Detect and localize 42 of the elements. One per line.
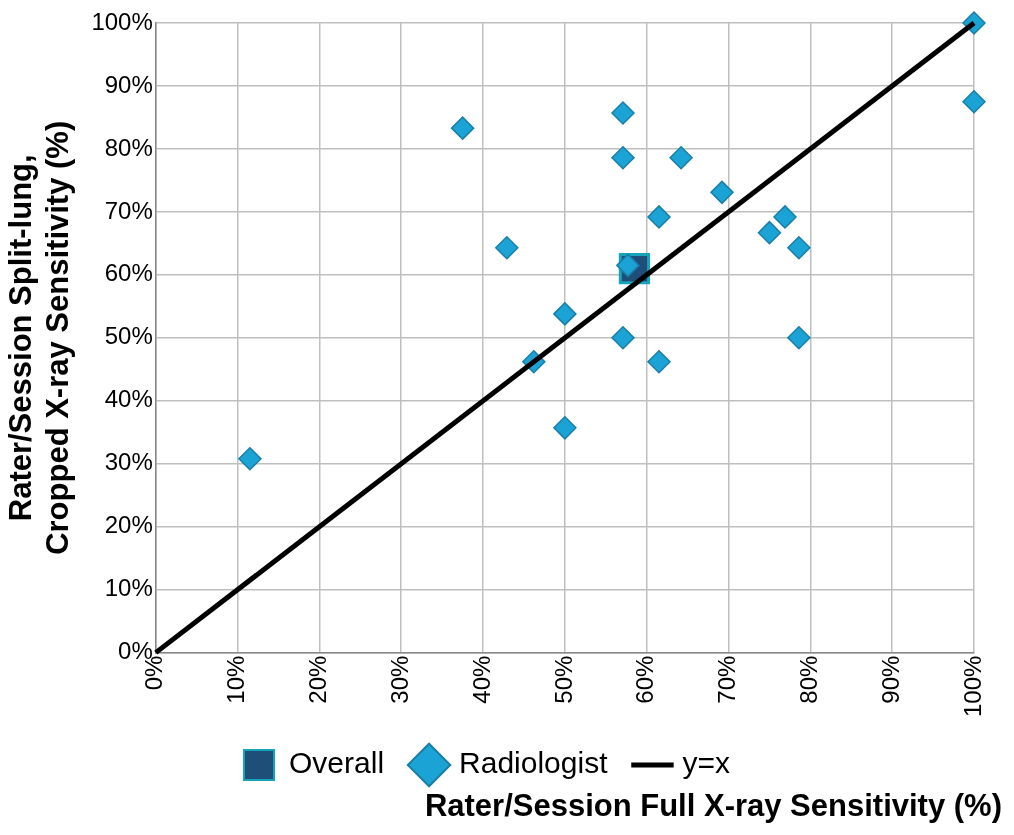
x-tick-label: 70% bbox=[713, 655, 741, 704]
y-tick-label: 20% bbox=[104, 511, 153, 539]
y-tick-label: 10% bbox=[104, 574, 153, 602]
point bbox=[757, 220, 782, 245]
x-tick-label: 90% bbox=[876, 655, 904, 704]
point bbox=[669, 145, 693, 170]
point bbox=[647, 205, 671, 229]
point bbox=[787, 326, 811, 350]
x-tick-label: 60% bbox=[631, 655, 659, 704]
point bbox=[611, 145, 635, 170]
x-tick-label: 20% bbox=[304, 655, 332, 704]
y-tick-label: 60% bbox=[104, 259, 153, 287]
point bbox=[962, 89, 986, 114]
y-tick-label: 40% bbox=[104, 385, 153, 413]
point bbox=[553, 302, 577, 326]
point bbox=[787, 236, 811, 260]
y-tick-label: 50% bbox=[104, 322, 153, 350]
point bbox=[450, 116, 475, 140]
legend-label: Overall bbox=[289, 746, 385, 780]
x-tick-label: 100% bbox=[958, 655, 986, 718]
legend-label: y=x bbox=[682, 746, 730, 780]
x-tick-label: 50% bbox=[549, 655, 577, 704]
point bbox=[611, 326, 635, 350]
x-axis-title: Rater/Session Full X-ray Sensitivity (%) bbox=[423, 788, 1003, 824]
point bbox=[238, 446, 262, 471]
y-tick-label: 30% bbox=[104, 448, 153, 476]
point bbox=[553, 416, 577, 440]
y-tick-label: 80% bbox=[104, 133, 153, 161]
x-tick-label: 10% bbox=[222, 655, 250, 704]
legend-label: Radiologist bbox=[459, 746, 609, 780]
x-tick-label: 30% bbox=[385, 655, 413, 704]
y-tick-label: 90% bbox=[104, 70, 153, 98]
point bbox=[647, 349, 671, 374]
point bbox=[710, 180, 734, 205]
point bbox=[495, 236, 519, 260]
x-tick-label: 80% bbox=[794, 655, 822, 704]
y-tick-label: 100% bbox=[91, 7, 153, 35]
point bbox=[773, 205, 797, 229]
x-tick-label: 40% bbox=[467, 655, 495, 704]
point bbox=[611, 101, 635, 125]
y-axis-title: Rater/Session Split-lung, Cropped X-ray Sensitivity (%) bbox=[3, 120, 76, 555]
y-tick-label: 70% bbox=[104, 196, 153, 224]
